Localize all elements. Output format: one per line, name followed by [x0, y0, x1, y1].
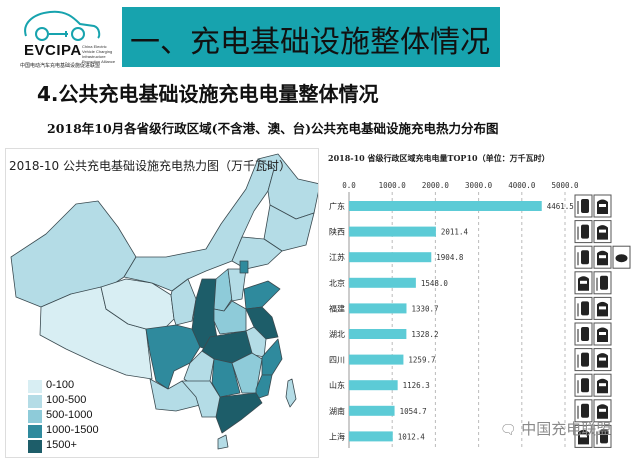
legend-label: 1500+: [46, 439, 77, 451]
china-map: [10, 153, 318, 450]
x-tick-label: 4000.0: [508, 181, 536, 190]
value-label: 1330.7: [411, 304, 438, 313]
car-icon: [574, 424, 593, 448]
legend-swatch: [28, 410, 42, 423]
bar-chart-panel: 2018-10 省级行政区域充电电量TOP10（单位：万千瓦时） 0.0 1000…: [320, 148, 640, 456]
charger-icon: [574, 322, 593, 346]
car-icon: [593, 220, 612, 244]
car-front-icon: [612, 245, 631, 269]
province-region: [239, 260, 249, 274]
province-region: [213, 268, 233, 312]
value-label: 1054.7: [400, 407, 427, 416]
category-label: 广东: [329, 201, 345, 211]
province-region: [211, 358, 241, 398]
value-label: 1904.8: [436, 253, 464, 262]
province-region: [285, 378, 297, 408]
category-label: 山东: [329, 380, 345, 390]
car-icon: [593, 296, 612, 320]
province-region: [145, 324, 201, 390]
charger-icon: [574, 220, 593, 244]
watermark: 🗨 中国充电联盟: [500, 418, 611, 439]
x-tick-label: 2000.0: [422, 181, 450, 190]
watermark-text: 中国充电联盟: [521, 420, 612, 438]
bar-chart: 0.0 1000.0 2000.0 3000.0 4000.0 5000.0 广东 4461.…: [329, 181, 631, 448]
car-icon: [593, 399, 612, 423]
charger-icon: [574, 399, 593, 423]
map-title: 2018-10 公共充电基础设施充电热力图（万千瓦时）: [9, 159, 291, 173]
legend-label: 1000-1500: [46, 424, 99, 436]
bar: [349, 431, 393, 442]
category-label: 上海: [329, 431, 345, 441]
charger-icon: [574, 348, 593, 372]
charger-icon: [574, 373, 593, 397]
charger-icon: [574, 194, 593, 218]
legend-swatch: [28, 380, 42, 393]
charger-icon: [574, 245, 593, 269]
legend-label: 500-1000: [46, 409, 93, 421]
value-label: 1126.3: [403, 381, 430, 390]
x-tick-label: 5000.0: [551, 181, 579, 190]
province-region: [261, 338, 283, 376]
bar: [349, 405, 395, 416]
bar: [349, 380, 398, 391]
value-label: 2011.4: [441, 228, 469, 237]
legend-swatch: [28, 395, 42, 408]
header-banner: 一、充电基础设施整体情况: [122, 7, 500, 67]
province-region: [170, 278, 197, 326]
legend-label: 100-500: [46, 394, 87, 406]
legend-label: 0-100: [46, 379, 75, 391]
value-label: 1548.0: [421, 279, 449, 288]
province-region: [181, 380, 221, 418]
car-plug-logo-icon: [24, 10, 101, 41]
car-icon: [593, 322, 612, 346]
x-tick-label: 0.0: [342, 181, 356, 190]
charger-icon: [593, 424, 612, 448]
car-icon: [593, 348, 612, 372]
province-region: [255, 374, 273, 400]
value-label: 1012.4: [398, 432, 426, 441]
charger-icon: [574, 296, 593, 320]
bar: [349, 201, 542, 211]
category-label: 福建: [329, 303, 345, 313]
car-icon: [593, 245, 612, 269]
x-tick-label: 3000.0: [465, 181, 493, 190]
province-region: [217, 434, 229, 450]
charger-icon: [593, 271, 612, 295]
province-region: [39, 286, 153, 380]
category-label: 四川: [329, 356, 345, 365]
bar: [349, 252, 432, 263]
category-label: 湖南: [329, 406, 345, 416]
province-region: [215, 392, 263, 434]
bar: [349, 329, 407, 339]
figure-caption: 2018年10月各省级行政区域(不含港、澳、台)公共充电基础设施充电热力分布图: [47, 121, 499, 136]
wechat-icon: 🗨: [500, 423, 517, 438]
province-region: [243, 280, 281, 310]
bar: [349, 277, 416, 288]
category-label: 陕西: [329, 227, 345, 237]
car-icon: [593, 194, 612, 218]
bar: [349, 354, 404, 365]
evcipa-logo: EVCIPA China Electric Vehicle Charging I…: [20, 6, 115, 69]
province-region: [231, 352, 263, 394]
heat-map-panel: 2018-10 公共充电基础设施充电热力图（万千瓦时） 0-100 100-500…: [5, 148, 319, 458]
legend-swatch: [28, 425, 42, 438]
bar: [349, 303, 407, 314]
category-label: 湖北: [329, 330, 345, 339]
x-tick-label: 1000.0: [379, 181, 407, 190]
province-region: [100, 278, 175, 333]
value-label: 1328.2: [411, 330, 438, 339]
value-label: 4461.5: [547, 202, 574, 211]
category-label: 北京: [329, 278, 345, 288]
car-icon: [574, 271, 593, 295]
category-label: 江苏: [329, 252, 345, 262]
province-region: [213, 300, 247, 335]
car-icon: [593, 373, 612, 397]
header-title: 一、充电基础设施整体情况: [130, 25, 490, 60]
chart-title: 2018-10 省级行政区域充电电量TOP10（单位：万千瓦时）: [328, 153, 550, 163]
legend-swatch: [28, 440, 42, 453]
value-label: 1259.7: [408, 356, 435, 365]
section-subtitle: 4.公共充电基础设施充电电量整体情况: [37, 82, 379, 106]
province-region: [123, 158, 275, 292]
bar: [349, 226, 436, 237]
